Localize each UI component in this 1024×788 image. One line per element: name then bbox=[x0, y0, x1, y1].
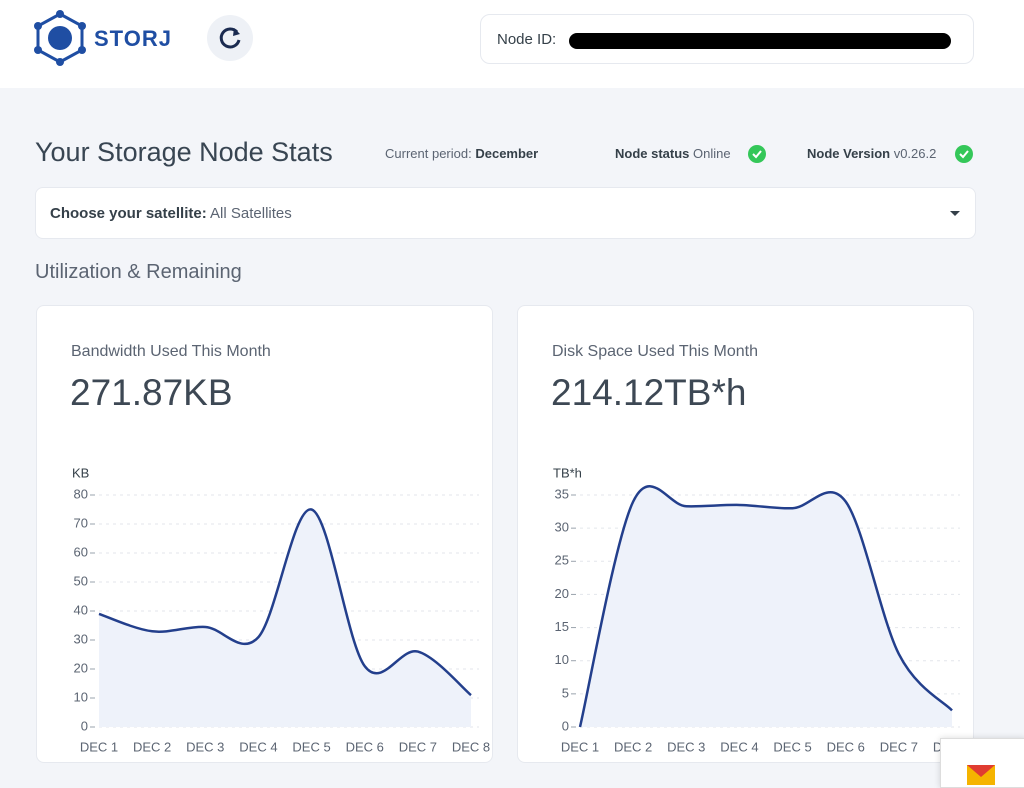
chart-total: 214.12TB*h bbox=[551, 372, 747, 413]
chart-card: Disk Space Used This Month 214.12TB*h TB*h… bbox=[517, 305, 974, 763]
y-tick-label: 35 bbox=[555, 486, 569, 501]
check-icon bbox=[955, 145, 973, 163]
area bbox=[580, 486, 952, 727]
logo-icon bbox=[34, 10, 86, 66]
satellite-dropdown[interactable]: Choose your satellite: All Satellites bbox=[35, 187, 976, 239]
x-tick-label: DEC 8 bbox=[452, 739, 490, 754]
x-tick-label: DEC 5 bbox=[292, 739, 330, 754]
x-tick-label: DEC 7 bbox=[399, 739, 437, 754]
x-tick-label: DEC 1 bbox=[80, 739, 118, 754]
y-tick-label: 10 bbox=[555, 652, 569, 667]
y-tick-label: 30 bbox=[74, 631, 88, 646]
section-title: Utilization & Remaining bbox=[35, 261, 242, 283]
satellite-value: All Satellites bbox=[210, 205, 292, 222]
dropdown-arrow bbox=[950, 211, 960, 216]
status-label: Node status bbox=[615, 146, 690, 161]
version-value: v0.26.2 bbox=[893, 146, 937, 161]
chart-card: Bandwidth Used This Month 271.87KB KB 0 10 20… bbox=[36, 305, 493, 763]
chart-title: Disk Space Used This Month bbox=[552, 343, 759, 360]
x-tick-label: DEC 2 bbox=[614, 739, 652, 754]
y-tick-label: 10 bbox=[74, 689, 88, 704]
status-value: Online bbox=[693, 146, 731, 161]
header: STORJ Node ID: bbox=[0, 0, 1024, 88]
y-tick-label: 20 bbox=[74, 660, 88, 675]
y-tick-label: 80 bbox=[74, 486, 88, 501]
y-tick-label: 40 bbox=[74, 602, 88, 617]
chart: TB*h 0 5 10 15 20 25 30 35 DEC 1 DEC 2 DEC 3 DEC 4 DE… bbox=[553, 465, 971, 754]
y-tick-label: 70 bbox=[74, 515, 88, 530]
period: Current period: December bbox=[385, 146, 538, 161]
version-label: Node Version bbox=[807, 146, 891, 161]
chart-total: 271.87KB bbox=[70, 372, 233, 413]
page-title: Your Storage Node Stats bbox=[35, 137, 333, 167]
y-tick-label: 0 bbox=[81, 718, 88, 733]
x-tick-label: DEC 4 bbox=[720, 739, 758, 754]
notification-popup[interactable] bbox=[940, 738, 1024, 788]
check-icon bbox=[748, 145, 766, 163]
x-tick-label: DEC 4 bbox=[239, 739, 277, 754]
x-tick-label: DEC 5 bbox=[773, 739, 811, 754]
node-id-label: Node ID: bbox=[497, 31, 557, 48]
mail-icon bbox=[967, 765, 995, 785]
period-label: Current period: bbox=[385, 146, 472, 161]
x-tick-label: DEC 3 bbox=[186, 739, 224, 754]
redacted-id bbox=[569, 33, 951, 49]
y-axis-label: TB*h bbox=[553, 465, 582, 480]
refresh-button[interactable] bbox=[207, 15, 253, 61]
satellite-selector: Choose your satellite: All Satellites bbox=[50, 205, 292, 222]
node-id-box: Node ID: bbox=[480, 14, 974, 64]
y-axis-label: KB bbox=[72, 465, 89, 480]
x-tick-label: DEC 3 bbox=[667, 739, 705, 754]
y-tick-label: 20 bbox=[555, 586, 569, 601]
area bbox=[99, 509, 471, 727]
node-status: Node status Online bbox=[615, 146, 731, 161]
refresh-icon bbox=[219, 27, 241, 49]
x-tick-label: DEC 7 bbox=[880, 739, 918, 754]
chart-title: Bandwidth Used This Month bbox=[71, 343, 271, 360]
x-tick-label: DEC 6 bbox=[827, 739, 865, 754]
x-tick-label: DEC 6 bbox=[346, 739, 384, 754]
y-tick-label: 50 bbox=[74, 573, 88, 588]
y-tick-label: 60 bbox=[74, 544, 88, 559]
y-tick-label: 15 bbox=[555, 619, 569, 634]
line bbox=[98, 508, 472, 697]
x-tick-label: DEC 1 bbox=[561, 739, 599, 754]
period-value: December bbox=[475, 146, 539, 161]
x-tick-label: DEC 2 bbox=[133, 739, 171, 754]
y-tick-label: 0 bbox=[562, 718, 569, 733]
line bbox=[578, 485, 953, 728]
logo-text: STORJ bbox=[94, 26, 172, 51]
satellite-label: Choose your satellite: bbox=[50, 205, 207, 222]
y-tick-label: 25 bbox=[555, 553, 569, 568]
chart: KB 0 10 20 30 40 50 60 70 80 DEC 1 DEC 2 DEC 3 DEC 4 D… bbox=[72, 465, 490, 754]
node-version: Node Version v0.26.2 bbox=[807, 146, 936, 161]
y-tick-label: 5 bbox=[562, 685, 569, 700]
y-tick-label: 30 bbox=[555, 520, 569, 535]
